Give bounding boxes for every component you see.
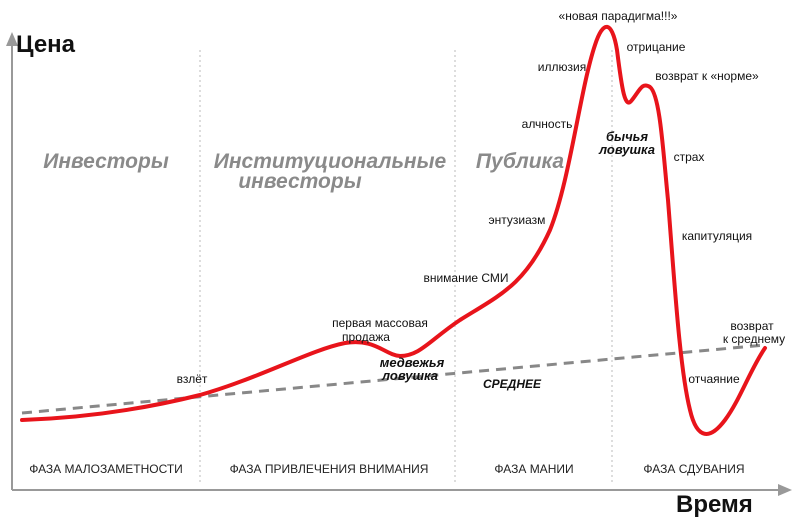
annotation: внимание СМИ [423,271,508,285]
price-curve [20,24,767,436]
mean-label: СРЕДНЕЕ [483,377,542,391]
annotation: «новая парадигма!!!» [559,9,678,23]
y-axis-arrow [6,32,18,46]
annotation: капитуляция [682,229,752,243]
mean-line [21,343,766,415]
annotation: возврат к среднему [723,319,785,346]
annotation: взлёт [177,372,208,386]
annotation: иллюзия [538,60,586,74]
annotation: алчность [522,117,573,131]
annotation: возврат к «норме» [655,69,759,83]
phase-label: ФАЗА ПРИВЛЕЧЕНИЯ ВНИМАНИЯ [230,462,429,476]
y-axis-label: Цена [16,31,76,58]
phase-label: ФАЗА МАНИИ [494,462,573,476]
annotation: энтузиазм [489,213,546,227]
annotation: отрицание [627,40,686,54]
annotation: страх [674,150,705,164]
x-axis-arrow [778,484,792,496]
group-label: Публика [476,150,565,173]
group-label: Инвесторы [43,150,169,173]
annotation: первая массовая продажа [332,316,428,344]
x-axis-label: Время [676,491,753,518]
group-label: Институциональные инвесторы [214,150,447,193]
annotation: медвежья ловушка [380,355,445,383]
annotation: бычья ловушка [598,129,655,157]
phase-label: ФАЗА МАЛОЗАМЕТНОСТИ [29,462,183,476]
annotation: отчаяние [688,372,740,386]
phase-label: ФАЗА СДУВАНИЯ [643,462,744,476]
